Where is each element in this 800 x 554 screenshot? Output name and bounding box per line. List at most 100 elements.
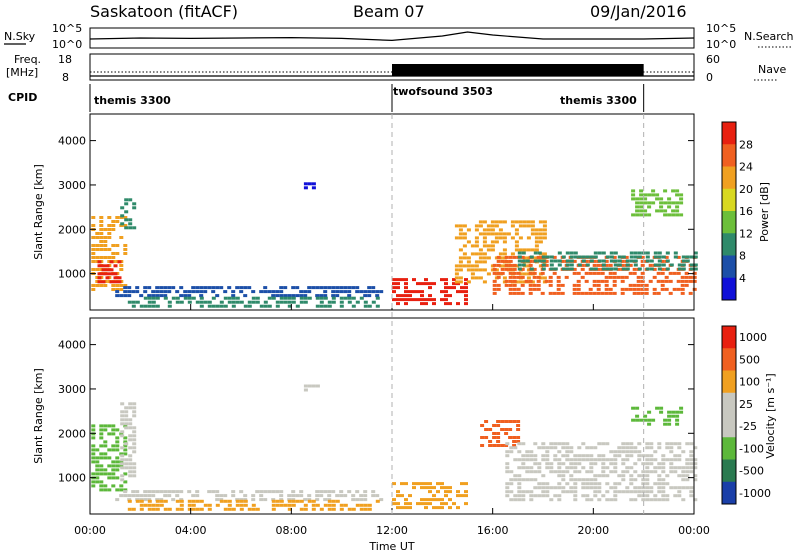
frequency-panel: Freq. [MHz] 18 8 60 0 Nave bbox=[6, 53, 786, 84]
range-gate-cell bbox=[581, 458, 586, 462]
range-gate-cell bbox=[111, 464, 116, 468]
range-gate-cell bbox=[99, 480, 104, 484]
range-gate-cell bbox=[396, 286, 400, 290]
range-gate-cell bbox=[120, 478, 125, 482]
range-gate-cell bbox=[508, 255, 513, 259]
range-gate-cell bbox=[159, 286, 164, 290]
range-gate-cell bbox=[291, 296, 296, 300]
range-gate-cell bbox=[456, 506, 460, 510]
range-gate-cell bbox=[474, 240, 479, 244]
range-gate-cell bbox=[514, 280, 519, 284]
range-gate-cell bbox=[299, 296, 304, 300]
range-gate-cell bbox=[657, 490, 662, 494]
range-gate-cell bbox=[279, 494, 284, 498]
range-gate-cell bbox=[675, 422, 680, 426]
range-gate-cell bbox=[569, 478, 574, 482]
range-gate-cell bbox=[283, 503, 288, 507]
range-gate-cell bbox=[600, 279, 605, 283]
range-gate-cell bbox=[331, 294, 336, 298]
range-gate-cell bbox=[526, 220, 531, 224]
range-gate-cell bbox=[299, 490, 304, 494]
range-gate-cell bbox=[604, 283, 609, 287]
range-gate-cell bbox=[307, 290, 312, 294]
range-gate-cell bbox=[424, 278, 428, 282]
range-gate-cell bbox=[601, 454, 606, 458]
range-gate-cell bbox=[124, 198, 129, 202]
range-gate-cell bbox=[601, 494, 606, 498]
range-gate-cell bbox=[478, 276, 483, 280]
range-gate-cell bbox=[132, 402, 137, 406]
range-gate-cell bbox=[633, 263, 638, 267]
range-gate-cell bbox=[464, 290, 468, 294]
range-gate-cell bbox=[677, 466, 682, 470]
range-gate-cell bbox=[689, 458, 694, 462]
range-gate-cell bbox=[589, 259, 594, 263]
range-gate-cell bbox=[649, 454, 654, 458]
range-gate-cell bbox=[635, 197, 640, 201]
range-gate-cell bbox=[669, 442, 674, 446]
range-gate-cell bbox=[684, 283, 689, 287]
range-gate-cell bbox=[115, 488, 120, 492]
range-gate-cell bbox=[95, 480, 100, 484]
range-gate-cell bbox=[128, 418, 133, 422]
range-gate-cell bbox=[207, 503, 212, 507]
range-gate-cell bbox=[315, 294, 320, 298]
range-gate-cell bbox=[486, 228, 491, 232]
range-gate-cell bbox=[557, 450, 562, 454]
range-gate-cell bbox=[448, 302, 452, 306]
range-gate-cell bbox=[167, 507, 172, 511]
range-gate-cell bbox=[601, 470, 606, 474]
range-gate-cell bbox=[609, 470, 614, 474]
range-gate-cell bbox=[444, 286, 448, 290]
range-gate-cell bbox=[223, 494, 228, 498]
range-gate-cell bbox=[91, 288, 96, 291]
range-gate-cell bbox=[109, 280, 114, 284]
range-gate-cell bbox=[672, 271, 677, 275]
range-gate-cell bbox=[496, 440, 501, 443]
range-gate-cell bbox=[107, 248, 112, 251]
range-gate-cell bbox=[95, 284, 100, 287]
range-gate-cell bbox=[99, 248, 104, 251]
range-gate-cell bbox=[517, 474, 522, 478]
range-gate-cell bbox=[604, 263, 609, 267]
range-gate-cell bbox=[508, 271, 513, 275]
range-gate-cell bbox=[115, 244, 120, 247]
range-gate-cell bbox=[327, 503, 332, 507]
range-gate-cell bbox=[303, 498, 308, 502]
range-gate-cell bbox=[528, 259, 533, 263]
range-gate-cell bbox=[667, 213, 672, 217]
range-gate-cell bbox=[660, 283, 665, 287]
colorbar-tick-label: -1000 bbox=[739, 487, 771, 500]
range-gate-cell bbox=[647, 422, 652, 426]
range-gate-cell bbox=[367, 294, 372, 298]
range-gate-cell bbox=[629, 442, 634, 446]
range-gate-cell bbox=[592, 259, 597, 263]
range-gate-cell bbox=[183, 294, 188, 298]
range-gate-cell bbox=[460, 290, 464, 294]
range-gate-cell bbox=[339, 304, 344, 308]
range-gate-cell bbox=[541, 494, 546, 498]
range-gate-cell bbox=[669, 466, 674, 470]
range-gate-cell bbox=[573, 478, 578, 482]
range-gate-cell bbox=[643, 193, 648, 197]
range-gate-cell bbox=[669, 446, 674, 450]
range-gate-cell bbox=[581, 482, 586, 486]
range-gate-cell bbox=[315, 494, 320, 498]
range-gate-cell bbox=[553, 442, 558, 446]
range-gate-cell bbox=[508, 291, 513, 295]
range-gate-cell bbox=[529, 494, 534, 498]
range-gate-cell bbox=[263, 498, 268, 502]
range-gate-cell bbox=[693, 255, 698, 259]
colorbar-tick-label: 25 bbox=[739, 398, 753, 411]
range-gate-cell bbox=[593, 458, 598, 462]
range-gate-cell bbox=[548, 275, 553, 279]
range-gate-cell bbox=[335, 294, 340, 298]
range-gate-cell bbox=[163, 507, 168, 511]
range-gate-cell bbox=[175, 507, 180, 511]
range-gate-cell bbox=[665, 482, 670, 486]
range-gate-cell bbox=[556, 275, 561, 279]
range-gate-cell bbox=[159, 499, 164, 503]
range-gate-cell bbox=[494, 236, 499, 240]
range-gate-cell bbox=[111, 472, 116, 476]
